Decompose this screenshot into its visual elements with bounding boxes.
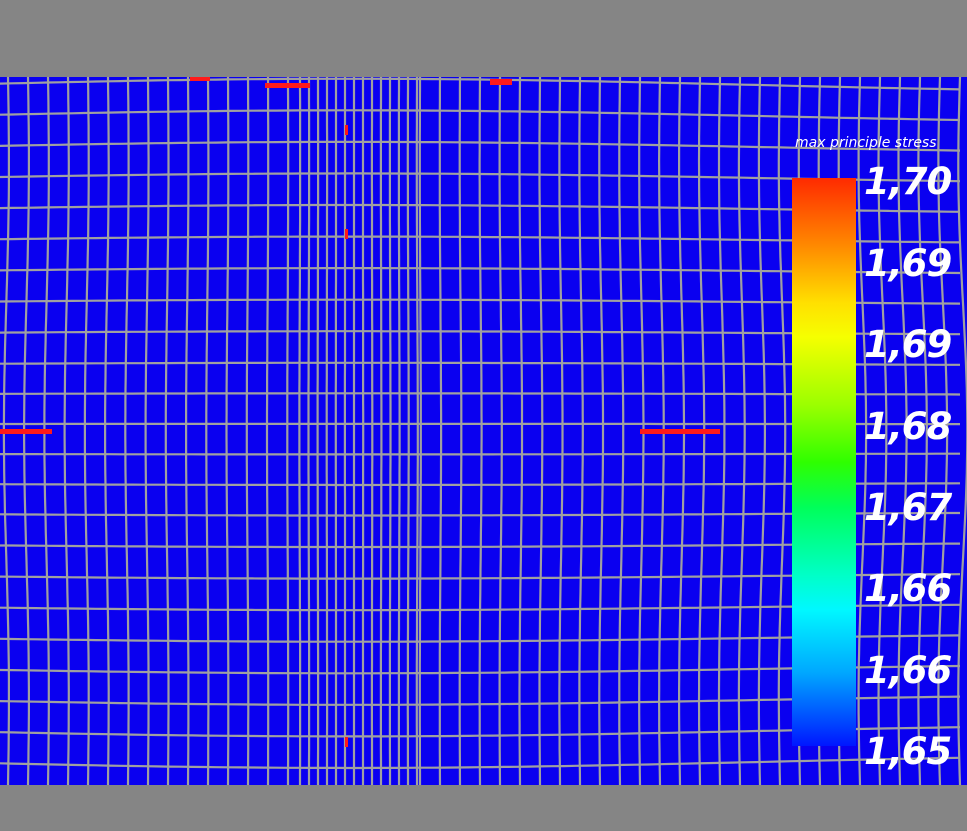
- mesh-line: [144, 77, 150, 785]
- mesh-line: [316, 77, 320, 785]
- stress-hotspot: [345, 737, 348, 747]
- colorbar-tick-label: 1,66: [864, 649, 952, 692]
- colorbar-tick-label: 1,70: [864, 160, 952, 203]
- stress-hotspot: [0, 429, 52, 434]
- mesh-line: [777, 77, 787, 785]
- mesh-line: [83, 77, 90, 785]
- mesh-line: [245, 77, 250, 785]
- stress-hotspot: [490, 79, 512, 85]
- mesh-line: [618, 77, 625, 785]
- mesh-line: [406, 77, 410, 785]
- mesh-line: [397, 77, 401, 785]
- mesh-line: [538, 77, 544, 785]
- stress-hotspot: [190, 77, 210, 81]
- mesh-line: [0, 109, 961, 122]
- colorbar-tick-label: 1,65: [864, 730, 952, 773]
- mesh-line: [0, 140, 961, 152]
- stress-hotspot: [640, 429, 720, 434]
- mesh-line: [185, 77, 190, 785]
- colorbar-tick-label: 1,67: [864, 486, 952, 529]
- mesh-line: [298, 77, 302, 785]
- mesh-line: [307, 77, 311, 785]
- mesh-line: [205, 77, 210, 785]
- mesh-line: [578, 77, 584, 785]
- mesh-line: [225, 77, 230, 785]
- stress-hotspot: [345, 229, 348, 239]
- mesh-line: [388, 77, 392, 785]
- mesh-line: [737, 77, 746, 785]
- mesh-line: [957, 77, 967, 785]
- colorbar-tick-label: 1,68: [864, 405, 952, 448]
- mesh-line: [124, 77, 130, 785]
- colorbar-gradient: [792, 178, 856, 746]
- mesh-line: [598, 77, 605, 785]
- mesh-line: [63, 77, 70, 785]
- colorbar-tick-label: 1,69: [864, 242, 952, 285]
- mesh-line: [498, 77, 503, 785]
- mesh-line: [458, 77, 463, 785]
- mesh-line: [558, 77, 564, 785]
- mesh-line: [717, 77, 726, 785]
- colorbar-tick-label: 1,69: [864, 323, 952, 366]
- mesh-line: [379, 77, 383, 785]
- mesh-line: [757, 77, 766, 785]
- mesh-line: [438, 77, 443, 785]
- colorbar-title: max principle stress: [795, 135, 937, 151]
- mesh-line: [286, 77, 290, 785]
- mesh-line: [265, 77, 270, 785]
- stress-hotspot: [345, 125, 348, 135]
- mesh-line: [518, 77, 524, 785]
- mesh-line: [478, 77, 483, 785]
- mesh-line: [418, 77, 422, 785]
- mesh-line: [415, 77, 419, 785]
- stress-hotspot: [265, 83, 310, 88]
- mesh-line: [0, 756, 961, 770]
- colorbar-tick-label: 1,66: [864, 567, 952, 610]
- mesh-line: [104, 77, 110, 785]
- mesh-line: [0, 77, 961, 91]
- mesh-line: [164, 77, 170, 785]
